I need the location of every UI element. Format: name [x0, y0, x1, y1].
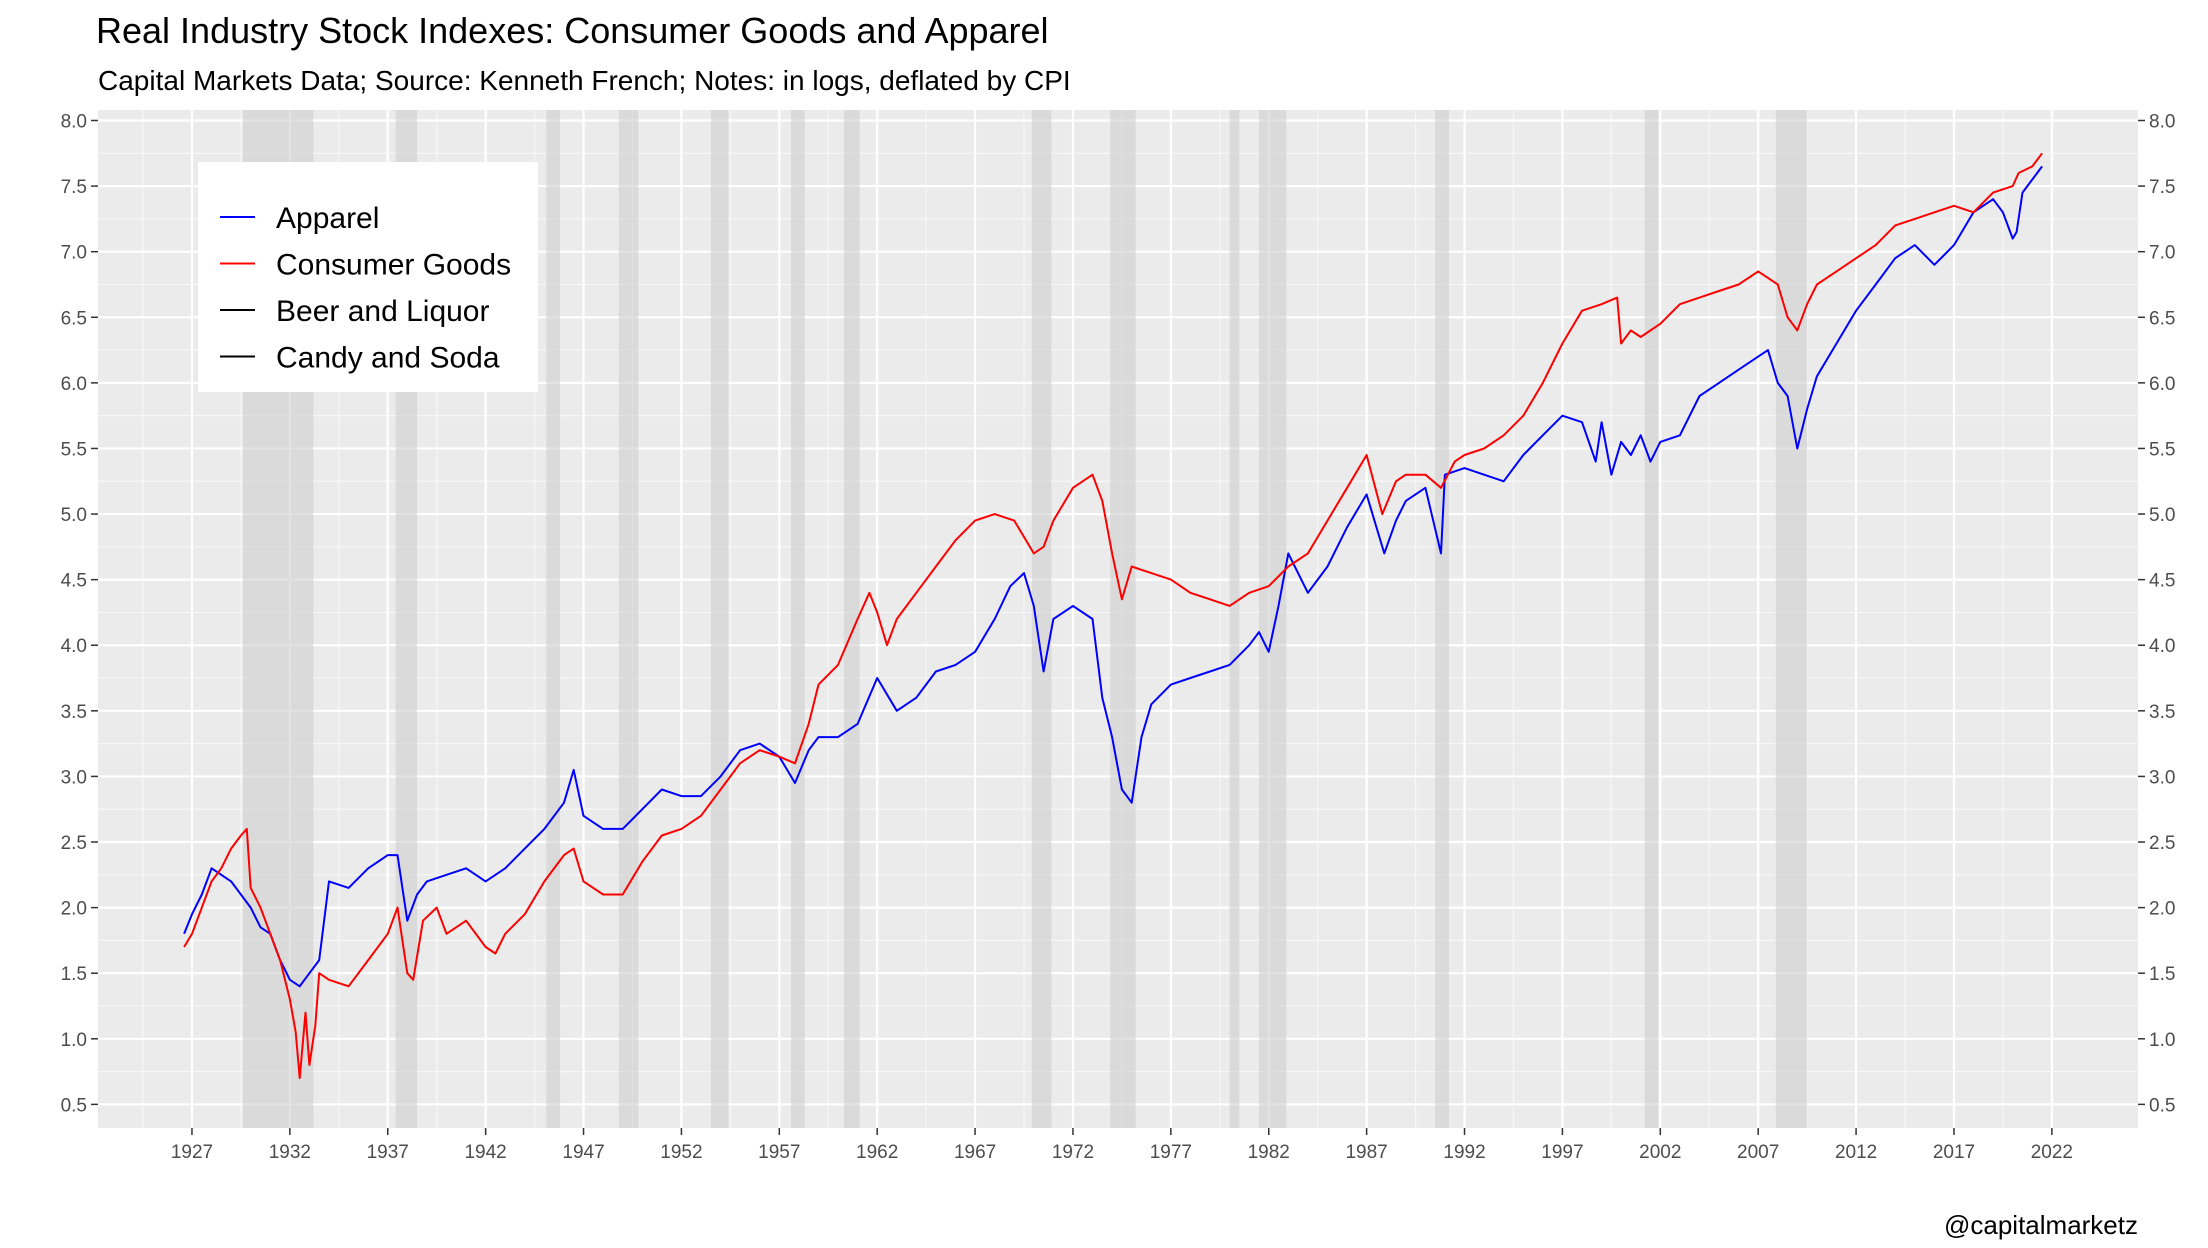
- y-tick-label-right: 2.5: [2149, 833, 2175, 854]
- x-tick-label: 1947: [562, 1142, 604, 1163]
- x-tick-label: 2017: [1933, 1142, 1975, 1163]
- x-tick-label: 1957: [758, 1142, 800, 1163]
- y-tick-label: 7.0: [61, 243, 87, 264]
- x-tick-label: 2022: [2031, 1142, 2073, 1163]
- y-tick-label-right: 4.0: [2149, 636, 2175, 657]
- legend-label: Candy and Soda: [276, 342, 500, 375]
- x-tick-label: 1942: [464, 1142, 506, 1163]
- x-tick-label: 1937: [367, 1142, 409, 1163]
- legend-label: Beer and Liquor: [276, 295, 490, 328]
- y-tick-label-right: 8.0: [2149, 111, 2175, 132]
- y-tick-label-right: 5.0: [2149, 505, 2175, 526]
- series-line-apparel: [183, 165, 2043, 988]
- y-tick-label-right: 1.5: [2149, 964, 2175, 985]
- chart-subtitle: Capital Markets Data; Source: Kenneth Fr…: [98, 65, 1071, 96]
- recession-band: [1229, 110, 1240, 1128]
- x-tick-label: 1987: [1345, 1142, 1387, 1163]
- y-tick-label-right: 3.0: [2149, 767, 2175, 788]
- series-lines: [183, 152, 2043, 1080]
- y-axis-right: 0.5 1.0 1.5 2.0 2.5 3.0 3.5 4.0 4.5 5.0 5.5 6.0 6.5 7…: [2138, 111, 2175, 1116]
- recession-band: [1644, 110, 1659, 1128]
- recession-band: [710, 110, 729, 1128]
- y-tick-label: 3.0: [61, 767, 87, 788]
- y-tick-label: 4.5: [61, 571, 87, 592]
- recession-band: [1110, 110, 1136, 1128]
- y-tick-label-right: 4.5: [2149, 571, 2175, 592]
- recession-bands: [242, 110, 1808, 1128]
- legend-label: Apparel: [276, 202, 379, 235]
- recession-band: [1031, 110, 1052, 1128]
- legend-box: [198, 162, 538, 392]
- series-line-consumer-goods: [183, 152, 2043, 1080]
- recession-band: [618, 110, 639, 1128]
- y-tick-label: 7.5: [61, 177, 87, 198]
- y-tick-label-right: 1.0: [2149, 1030, 2175, 1051]
- y-tick-label: 3.5: [61, 702, 87, 723]
- recession-band: [546, 110, 561, 1128]
- x-tick-label: 1982: [1248, 1142, 1290, 1163]
- recession-band: [1435, 110, 1449, 1128]
- y-tick-label: 1.5: [61, 964, 87, 985]
- y-tick-label: 8.0: [61, 111, 87, 132]
- chart-caption: @capitalmarketz: [1944, 1210, 2138, 1240]
- y-tick-label-right: 5.5: [2149, 439, 2175, 460]
- chart-title: Real Industry Stock Indexes: Consumer Go…: [96, 10, 1049, 51]
- x-tick-label: 2002: [1639, 1142, 1681, 1163]
- x-tick-label: 1932: [269, 1142, 311, 1163]
- x-tick-label: 1992: [1443, 1142, 1485, 1163]
- x-tick-label: 1962: [856, 1142, 898, 1163]
- x-axis: 1927 1932 1937 1942 1947 1952 1957 1962 1967 1972…: [171, 1128, 2073, 1163]
- y-tick-label: 0.5: [61, 1095, 87, 1116]
- y-tick-label: 6.0: [61, 374, 87, 395]
- y-tick-label-right: 2.0: [2149, 899, 2175, 920]
- y-tick-label: 2.5: [61, 833, 87, 854]
- y-tick-label-right: 6.5: [2149, 308, 2175, 329]
- y-axis-left: 0.5 1.0 1.5 2.0 2.5 3.0 3.5 4.0 4.5 5.0 5.5 6.0 6.5 7…: [61, 111, 98, 1116]
- y-tick-label: 5.0: [61, 505, 87, 526]
- y-tick-label-right: 7.5: [2149, 177, 2175, 198]
- y-tick-label: 2.0: [61, 899, 87, 920]
- x-tick-label: 1977: [1150, 1142, 1192, 1163]
- y-tick-label-right: 3.5: [2149, 702, 2175, 723]
- recession-band: [791, 110, 805, 1128]
- x-tick-label: 1927: [171, 1142, 213, 1163]
- y-tick-label-right: 6.0: [2149, 374, 2175, 395]
- y-tick-label: 5.5: [61, 439, 87, 460]
- legend: Apparel Consumer Goods Beer and Liquor Cand…: [198, 162, 538, 392]
- recession-band: [1258, 110, 1287, 1128]
- recession-band: [843, 110, 860, 1128]
- y-tick-label-right: 0.5: [2149, 1095, 2175, 1116]
- y-tick-label-right: 7.0: [2149, 243, 2175, 264]
- x-tick-label: 2007: [1737, 1142, 1779, 1163]
- y-tick-label: 6.5: [61, 308, 87, 329]
- x-tick-label: 1997: [1541, 1142, 1583, 1163]
- y-tick-label: 1.0: [61, 1030, 87, 1051]
- x-tick-label: 1967: [954, 1142, 996, 1163]
- x-tick-label: 1952: [660, 1142, 702, 1163]
- x-tick-label: 1972: [1052, 1142, 1094, 1163]
- x-tick-label: 2012: [1835, 1142, 1877, 1163]
- y-tick-label: 4.0: [61, 636, 87, 657]
- legend-label: Consumer Goods: [276, 249, 511, 282]
- recession-band: [1775, 110, 1808, 1128]
